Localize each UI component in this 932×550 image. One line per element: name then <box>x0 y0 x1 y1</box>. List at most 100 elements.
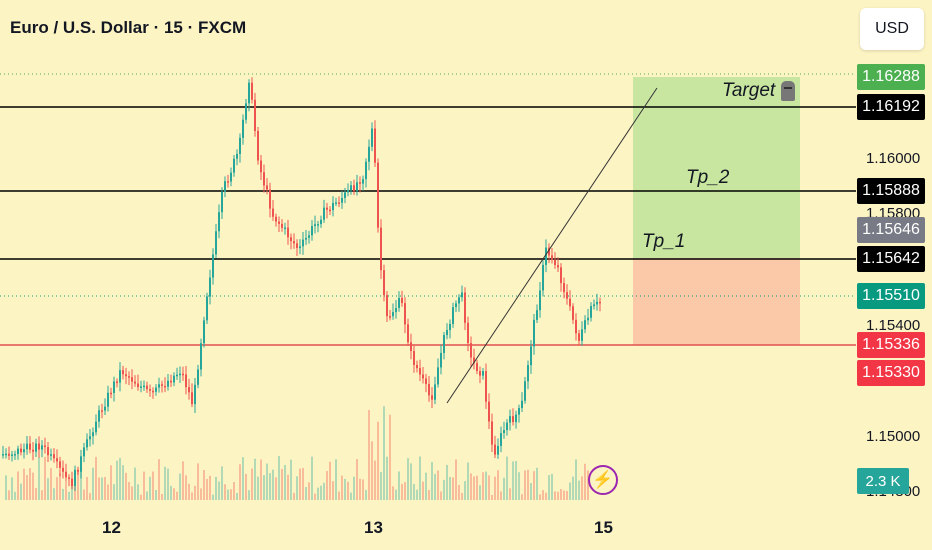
volume-bar <box>539 494 541 500</box>
volume-bar <box>437 470 439 500</box>
candle-body <box>329 209 331 212</box>
candle-body <box>290 237 292 242</box>
volume-bar <box>584 463 586 500</box>
candle-body <box>29 443 31 450</box>
candle-body <box>359 182 361 184</box>
volume-bar <box>23 468 25 500</box>
volume-bar <box>455 459 457 500</box>
candle-body <box>317 224 319 226</box>
candle-body <box>425 378 427 384</box>
volume-bar <box>320 485 322 500</box>
volume-bar <box>242 457 244 500</box>
candle-body <box>296 243 298 248</box>
volume-bar <box>59 473 61 500</box>
volume-bar <box>521 494 523 500</box>
candle-body <box>167 380 169 387</box>
candle-body <box>128 376 130 378</box>
volume-bar <box>377 421 379 500</box>
candle-body <box>71 478 73 487</box>
volume-bar <box>47 478 49 500</box>
volume-bar <box>206 478 208 500</box>
volume-bar <box>323 482 325 500</box>
volume-bar <box>158 459 160 500</box>
volume-bar <box>527 469 529 500</box>
volume-bar <box>416 489 418 500</box>
volume-bar <box>35 487 37 500</box>
candle-body <box>86 439 88 448</box>
lightning-bolt-icon[interactable]: ⚡ <box>588 465 618 495</box>
volume-bar <box>440 491 442 500</box>
candle-body <box>542 264 544 291</box>
symbol-title[interactable]: Euro / U.S. Dollar · 15 · FXCM <box>10 18 247 37</box>
candle-body <box>170 380 172 383</box>
trend-line <box>446 87 658 404</box>
volume-bar <box>389 414 391 500</box>
candle-body <box>530 346 532 366</box>
volume-bar <box>425 472 427 500</box>
volume-bar <box>458 485 460 500</box>
candle-body <box>104 406 106 411</box>
volume-bar <box>422 481 424 500</box>
candle-body <box>110 392 112 395</box>
volume-bar <box>473 476 475 500</box>
candle-body <box>176 374 178 377</box>
volume-bar <box>257 476 259 500</box>
candle-body <box>590 306 592 318</box>
candle-body <box>299 246 301 248</box>
volume-bar <box>512 461 514 500</box>
volume-bar <box>518 472 520 500</box>
candle-body <box>122 370 124 375</box>
candle-body <box>551 255 553 260</box>
candle-body <box>479 370 481 376</box>
candle-body <box>383 270 385 296</box>
tp2-annotation[interactable]: Tp_2 <box>686 167 730 188</box>
volume-bar <box>164 466 166 500</box>
candle-body <box>287 227 289 238</box>
volume-bar <box>380 472 382 500</box>
candle-body <box>437 367 439 385</box>
volume-bar <box>32 472 34 500</box>
volume-bar <box>446 464 448 500</box>
volume-bar <box>410 463 412 500</box>
currency-button[interactable]: USD <box>860 8 924 50</box>
volume-bar <box>314 493 316 500</box>
volume-bar <box>386 456 388 500</box>
candle-body <box>506 422 508 431</box>
candle-body <box>332 202 334 211</box>
volume-bar <box>329 461 331 500</box>
target-annotation[interactable]: Target <box>722 80 796 102</box>
volume-bar <box>191 492 193 500</box>
candle-body <box>23 449 25 453</box>
tp1-annotation[interactable]: Tp_1 <box>642 231 686 252</box>
volume-bar <box>149 476 151 500</box>
candle-body <box>251 82 253 100</box>
candle-body <box>89 436 91 440</box>
candle-body <box>587 317 589 321</box>
volume-bar <box>77 470 79 500</box>
volume-bar <box>155 489 157 500</box>
volume-bar <box>182 461 184 500</box>
price-tick: 1.15400 <box>866 317 921 334</box>
candle-body <box>26 443 28 450</box>
volume-bar <box>581 476 583 500</box>
candle-body <box>413 351 415 365</box>
volume-bar <box>488 475 490 500</box>
volume-bar <box>560 489 562 500</box>
candle-body <box>458 297 460 304</box>
volume-bar <box>326 471 328 500</box>
candle-body <box>386 295 388 317</box>
volume-bar <box>140 494 142 500</box>
volume-bar <box>482 472 484 500</box>
candle-body <box>158 384 160 388</box>
volume-bar <box>557 491 559 500</box>
candle-body <box>215 231 217 255</box>
candle-body <box>68 477 70 479</box>
volume-bar <box>245 473 247 500</box>
candle-body <box>8 453 10 456</box>
candle-body <box>248 82 250 104</box>
volume-bar <box>122 465 124 500</box>
volume-bar <box>350 492 352 500</box>
candle-body <box>140 386 142 388</box>
candle-body <box>269 189 271 209</box>
